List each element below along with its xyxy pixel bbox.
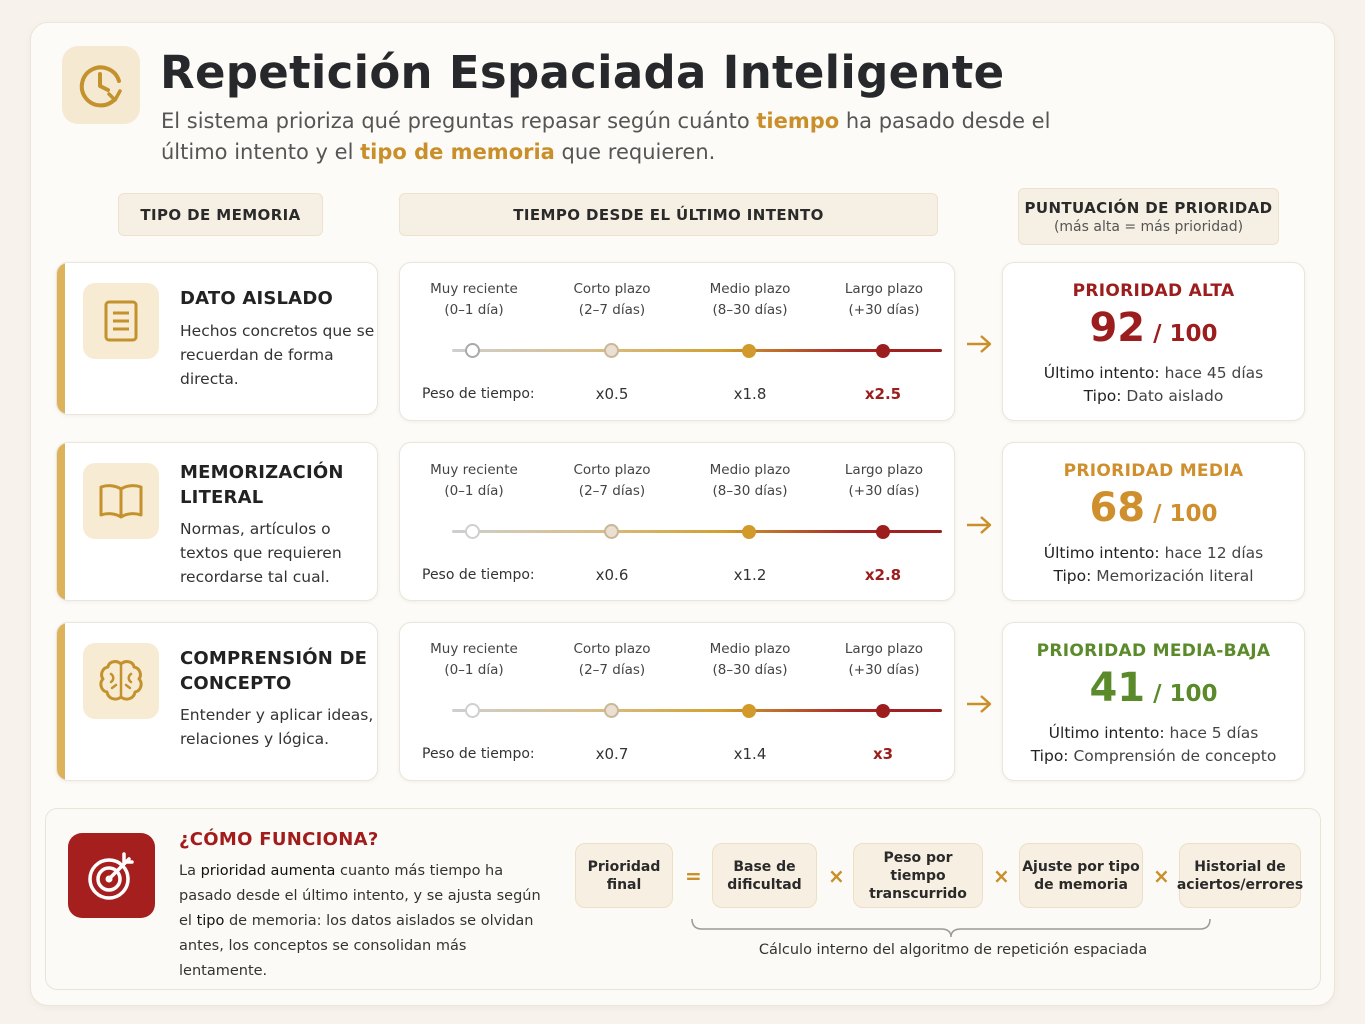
formula-factor-difficulty: Base de dificultad <box>712 843 817 908</box>
timeline-card: Muy reciente (0–1 día) Corto plazo (2–7 dí… <box>399 262 955 421</box>
weight-largo: x2.5 <box>864 385 902 403</box>
times-sign: × <box>993 864 1010 888</box>
priority-label: PRIORIDAD ALTA <box>1072 281 1235 301</box>
last-attempt: Último intento: hace 45 días <box>1043 364 1264 382</box>
priority-label: PRIORIDAD MEDIA-BAJA <box>1036 641 1271 661</box>
column-header-time: TIEMPO DESDE EL ÚLTIMO INTENTO <box>399 193 938 236</box>
memory-description: Entender y aplicar ideas, relaciones y l… <box>180 706 374 748</box>
column-header-memory: TIPO DE MEMORIA <box>118 193 323 236</box>
formula-caption: Cálculo interno del algoritmo de repetic… <box>758 942 1148 958</box>
arrow-right-icon <box>967 695 992 713</box>
memory-title: COMPRENSIÓN DE CONCEPTO <box>180 648 368 694</box>
weight-largo: x2.8 <box>864 566 902 584</box>
weight-medio: x1.4 <box>733 745 767 763</box>
timeline-dot-muy-reciente <box>465 524 480 539</box>
memory-description: Hechos concretos que se recuerdan de for… <box>180 322 375 388</box>
memory-card-memorizacion-literal: MEMORIZACIÓN LITERAL Normas, artículos o… <box>56 442 378 601</box>
memory-type: Tipo: Comprensión de concepto <box>1030 747 1277 765</box>
timeline-label-corto-plazo: Corto plazo (2–7 días) <box>573 462 651 499</box>
timeline-line <box>452 709 942 712</box>
timeline-card: Muy reciente (0–1 día) Corto plazo (2–7 dí… <box>399 442 955 601</box>
timeline-label-largo-plazo: Largo plazo (+30 días) <box>844 641 924 678</box>
how-title: ¿CÓMO FUNCIONA? <box>179 829 379 850</box>
page-subtitle: El sistema prioriza qué preguntas repasa… <box>161 109 1051 164</box>
timeline-dot-muy-reciente <box>465 703 480 718</box>
priority-card-media-baja: PRIORIDAD MEDIA-BAJA 41 / 100 Último int… <box>1002 622 1305 781</box>
memory-title: MEMORIZACIÓN LITERAL <box>180 462 344 508</box>
weight-corto: x0.7 <box>595 745 629 763</box>
timeline-line <box>452 349 942 352</box>
brain-icon <box>83 643 159 719</box>
priority-score: 68 / 100 <box>1089 485 1218 531</box>
timeline-dot-corto-plazo <box>604 343 619 358</box>
arrow-right-icon <box>967 516 992 534</box>
memory-title: DATO AISLADO <box>180 288 333 309</box>
timeline-dot-medio-plazo <box>742 525 756 539</box>
timeline-card: Muy reciente (0–1 día) Corto plazo (2–7 dí… <box>399 622 955 781</box>
memory-card-dato-aislado: DATO AISLADO Hechos concretos que se rec… <box>56 262 378 415</box>
clock-icon <box>62 46 140 124</box>
timeline-dot-largo-plazo <box>876 704 890 718</box>
target-icon <box>68 833 155 918</box>
times-sign: × <box>1153 864 1170 888</box>
timeline-dot-largo-plazo <box>876 525 890 539</box>
memory-type: Tipo: Dato aislado <box>1083 387 1224 405</box>
last-attempt: Último intento: hace 5 días <box>1048 724 1259 742</box>
equals-sign: = <box>685 864 702 888</box>
weight-medio: x1.8 <box>733 385 767 403</box>
timeline-dot-largo-plazo <box>876 344 890 358</box>
timeline-label-medio-plazo: Medio plazo (8–30 días) <box>709 281 791 318</box>
timeline-label-medio-plazo: Medio plazo (8–30 días) <box>709 641 791 678</box>
timeline-label-largo-plazo: Largo plazo (+30 días) <box>844 281 924 318</box>
priority-card-alta: PRIORIDAD ALTA 92 / 100 Último intento: … <box>1002 262 1305 421</box>
timeline-dot-medio-plazo <box>742 344 756 358</box>
formula-factor-history: Historial de aciertos/errores <box>1177 843 1303 908</box>
timeline-label-muy-reciente: Muy reciente (0–1 día) <box>430 641 518 678</box>
weight-label: Peso de tiempo: <box>422 567 535 583</box>
formula-result-box: Prioridad final <box>575 843 673 908</box>
formula-brace <box>691 918 1211 938</box>
last-attempt: Último intento: hace 12 días <box>1043 544 1264 562</box>
timeline-dot-corto-plazo <box>604 524 619 539</box>
timeline-dot-medio-plazo <box>742 704 756 718</box>
timeline-label-muy-reciente: Muy reciente (0–1 día) <box>430 281 518 318</box>
weight-largo: x3 <box>872 745 894 763</box>
accent-bar <box>57 623 65 780</box>
memory-type: Tipo: Memorización literal <box>1053 567 1254 585</box>
formula-factor-memory-type: Ajuste por tipo de memoria <box>1019 843 1143 908</box>
column-header-priority: PUNTUACIÓN DE PRIORIDAD (más alta = más p… <box>1018 188 1279 245</box>
accent-bar <box>57 443 65 600</box>
weight-label: Peso de tiempo: <box>422 746 535 762</box>
times-sign: × <box>828 864 845 888</box>
priority-card-media: PRIORIDAD MEDIA 68 / 100 Último intento:… <box>1002 442 1305 601</box>
timeline-label-corto-plazo: Corto plazo (2–7 días) <box>573 281 651 318</box>
weight-corto: x0.5 <box>595 385 629 403</box>
memory-card-comprension-concepto: COMPRENSIÓN DE CONCEPTO Entender y aplic… <box>56 622 378 781</box>
timeline-dot-muy-reciente <box>465 343 480 358</box>
priority-label: PRIORIDAD MEDIA <box>1063 461 1244 481</box>
timeline-label-largo-plazo: Largo plazo (+30 días) <box>844 462 924 499</box>
weight-medio: x1.2 <box>733 566 767 584</box>
open-book-icon <box>83 463 159 539</box>
timeline-label-muy-reciente: Muy reciente (0–1 día) <box>430 462 518 499</box>
priority-score: 92 / 100 <box>1089 305 1218 351</box>
timeline-dot-corto-plazo <box>604 703 619 718</box>
timeline-line <box>452 530 942 533</box>
weight-corto: x0.6 <box>595 566 629 584</box>
memory-description: Normas, artículos o textos que requieren… <box>180 520 342 586</box>
priority-score: 41 / 100 <box>1089 665 1218 711</box>
how-description: La prioridad aumenta cuanto más tiempo h… <box>179 863 541 979</box>
timeline-label-medio-plazo: Medio plazo (8–30 días) <box>709 462 791 499</box>
weight-label: Peso de tiempo: <box>422 386 535 402</box>
document-icon <box>83 283 159 359</box>
formula-factor-time-weight: Peso por tiempo transcurrido <box>853 843 983 908</box>
accent-bar <box>57 263 65 414</box>
page-title: Repetición Espaciada Inteligente <box>160 46 1005 99</box>
timeline-label-corto-plazo: Corto plazo (2–7 días) <box>573 641 651 678</box>
arrow-right-icon <box>967 335 992 353</box>
